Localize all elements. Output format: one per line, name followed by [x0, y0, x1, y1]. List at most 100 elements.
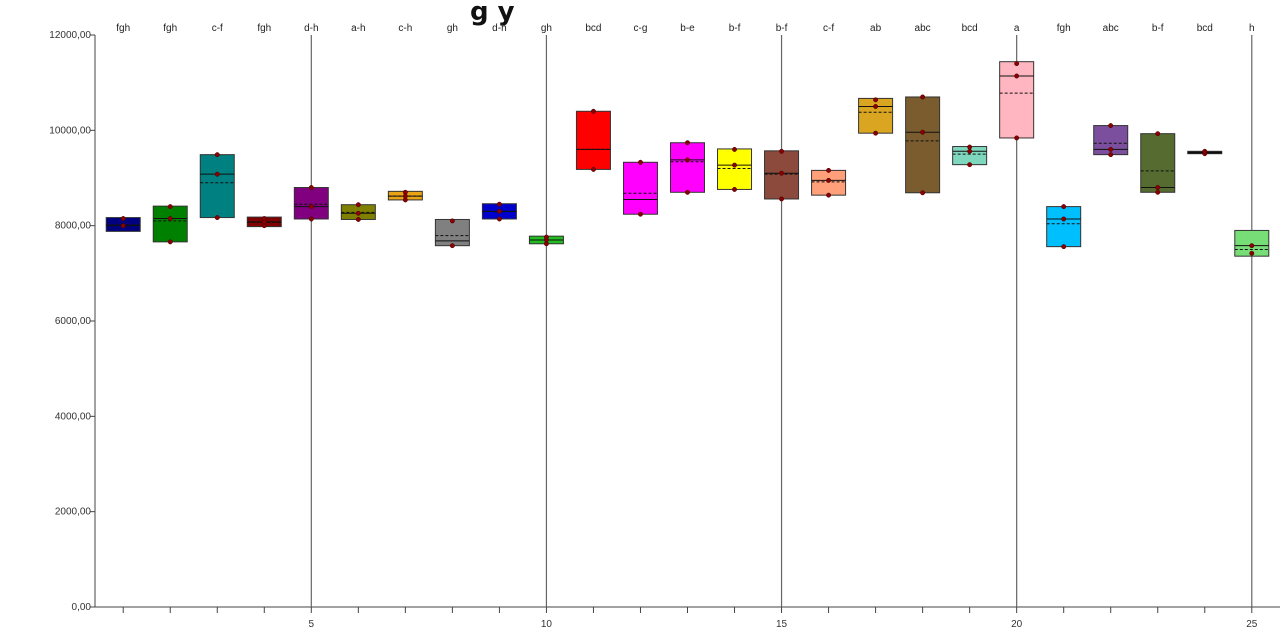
box-point — [638, 211, 643, 217]
group-letter-label: bcd — [962, 23, 978, 34]
box-point — [873, 130, 879, 136]
y-tick-label: 0,00 — [72, 602, 92, 613]
box-point — [167, 216, 173, 221]
box-body — [575, 110, 611, 170]
box-body — [152, 205, 188, 243]
box-21 — [1046, 204, 1082, 250]
box-point — [167, 239, 173, 245]
box-17 — [858, 97, 894, 136]
y-tick-label: 12000,00 — [49, 30, 91, 41]
chart-title-fragment: g y — [470, 0, 515, 27]
box-point — [355, 217, 361, 222]
box-point — [496, 208, 502, 214]
box-6 — [340, 202, 376, 222]
group-letter-label: fgh — [257, 23, 271, 34]
group-letter-label: ab — [870, 23, 882, 34]
x-tick-label: 25 — [1246, 619, 1258, 630]
box-point — [496, 201, 502, 207]
group-letter-label: b-e — [680, 23, 695, 34]
boxes — [105, 61, 1270, 257]
group-letter-label: c-g — [634, 23, 648, 34]
x-axis: 5 10 15 20 25 — [95, 606, 1280, 630]
y-tick-label: 2000,00 — [55, 507, 92, 518]
group-letter-label: fgh — [116, 23, 130, 34]
box-point — [402, 189, 408, 195]
box-point — [685, 189, 690, 195]
box-point — [873, 97, 879, 103]
box-point — [779, 170, 784, 176]
box-16 — [811, 167, 847, 198]
box-point — [826, 192, 832, 198]
box-point — [355, 210, 361, 216]
box-point — [214, 171, 220, 177]
y-tick-label: 6000,00 — [55, 316, 92, 327]
box-point — [308, 185, 314, 190]
box-point — [591, 108, 596, 114]
box-3 — [199, 152, 235, 221]
group-letter-label: d-h — [304, 23, 318, 34]
box-body — [622, 161, 658, 215]
group-letter-label: c-h — [398, 23, 412, 34]
box-point — [1014, 73, 1020, 79]
box-11 — [575, 108, 611, 172]
y-tick-label: 8000,00 — [55, 221, 92, 232]
box-18 — [905, 94, 941, 196]
box-point — [1249, 250, 1255, 256]
box-point — [591, 166, 596, 172]
box-point — [873, 104, 879, 109]
box-point — [1155, 131, 1161, 137]
group-letter-label: a-h — [351, 23, 365, 34]
group-letter-label: abc — [1103, 23, 1119, 34]
box-12 — [622, 159, 658, 217]
box-point — [826, 167, 832, 173]
box-10 — [528, 234, 564, 247]
box-point — [1202, 148, 1208, 154]
y-tick-label: 10000,00 — [49, 125, 91, 136]
group-letter-label: gh — [447, 23, 458, 34]
box-point — [1249, 243, 1255, 249]
group-letter-label: bcd — [1197, 23, 1213, 34]
box-point — [967, 144, 973, 150]
y-axis: 0,00 2000,00 4000,00 6000,00 8000,00 10000,00… — [49, 30, 96, 613]
box-point — [779, 196, 784, 202]
box-body — [199, 154, 235, 219]
box-point — [1061, 204, 1067, 210]
box-point — [779, 148, 784, 154]
box-point — [120, 216, 126, 221]
box-point — [449, 218, 455, 224]
box-15 — [764, 148, 800, 202]
box-point — [1061, 216, 1067, 222]
group-letter-label: a — [1014, 23, 1020, 34]
box-point — [355, 202, 361, 208]
group-letter-label: c-f — [823, 23, 834, 34]
box-point — [261, 216, 267, 221]
box-point — [543, 234, 549, 240]
box-point — [496, 216, 502, 222]
group-letter-label: fgh — [1057, 23, 1071, 34]
box-point — [1061, 244, 1067, 250]
box-8 — [434, 218, 470, 249]
box-point — [120, 223, 126, 229]
box-point — [308, 204, 314, 210]
box-5 — [293, 185, 329, 222]
box-point — [920, 94, 926, 100]
group-letter-label: b-f — [776, 23, 788, 34]
box-body — [670, 142, 705, 193]
box-point — [214, 152, 220, 158]
group-letter-label: abc — [915, 23, 931, 34]
box-22 — [1093, 123, 1129, 158]
box-body — [999, 61, 1035, 139]
box-body — [717, 148, 753, 190]
box-7 — [387, 189, 423, 203]
box-point — [1108, 152, 1114, 158]
box-point — [685, 140, 690, 146]
group-letter-label: gh — [541, 23, 552, 34]
y-tick-label: 4000,00 — [55, 411, 92, 422]
box-point — [167, 204, 173, 210]
box-point — [638, 159, 643, 165]
box-point — [308, 216, 314, 222]
box-point — [920, 190, 926, 196]
group-separators — [310, 35, 1253, 607]
box-point — [1155, 189, 1161, 195]
group-letter-label: b-f — [1152, 23, 1164, 34]
